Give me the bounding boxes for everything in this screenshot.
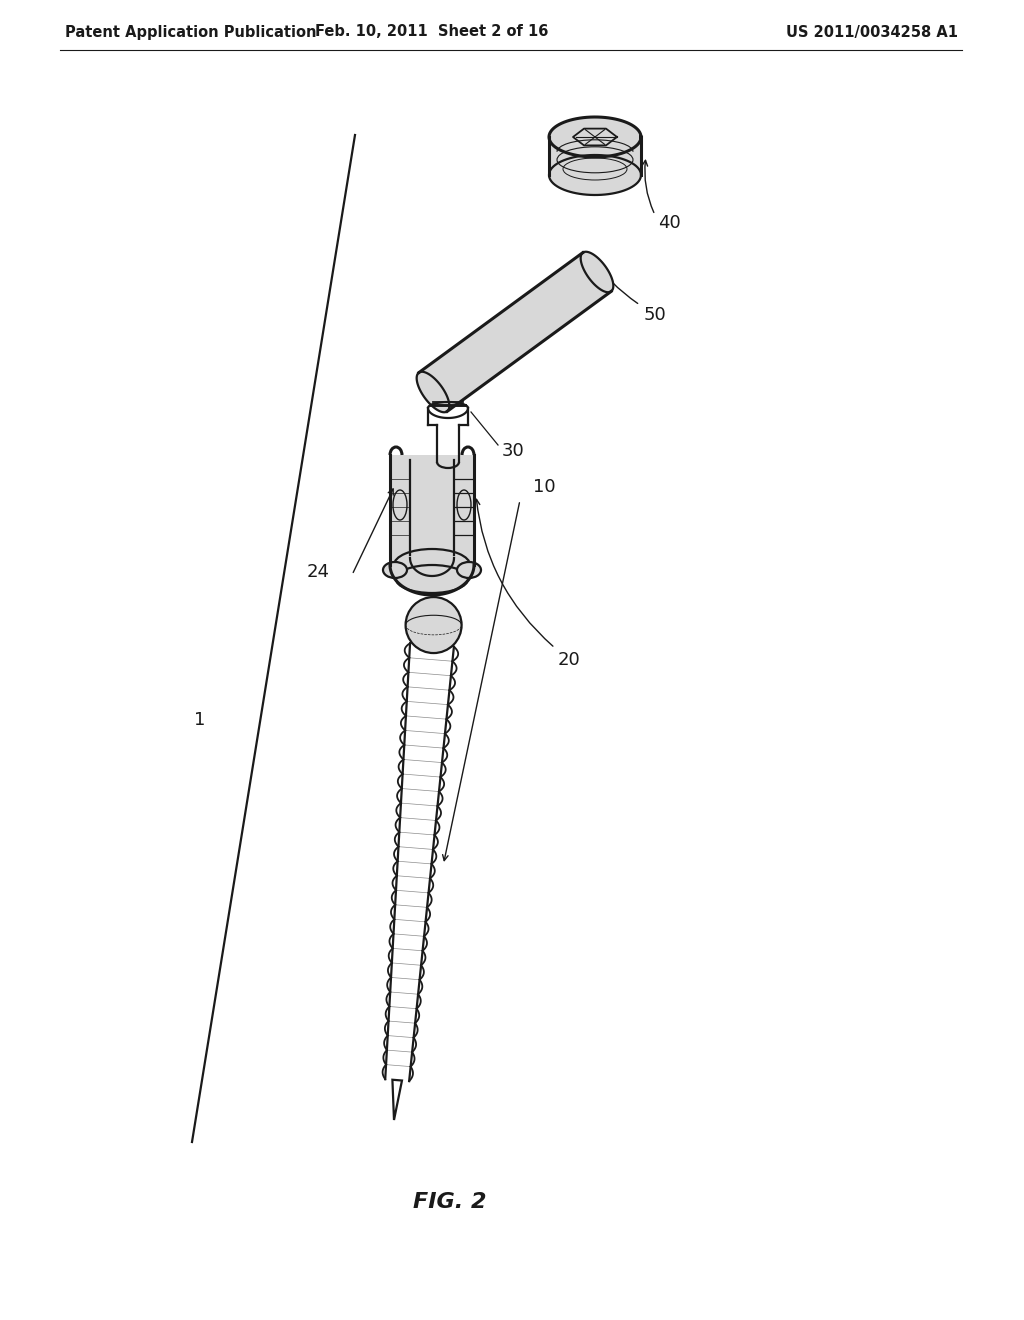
Polygon shape — [549, 117, 641, 176]
Ellipse shape — [394, 549, 470, 581]
Text: 24: 24 — [307, 564, 330, 581]
Text: Patent Application Publication: Patent Application Publication — [65, 25, 316, 40]
Polygon shape — [581, 252, 613, 292]
Polygon shape — [417, 372, 450, 412]
Ellipse shape — [396, 565, 468, 593]
Text: US 2011/0034258 A1: US 2011/0034258 A1 — [786, 25, 958, 40]
Text: FIG. 2: FIG. 2 — [414, 1192, 486, 1212]
Text: 50: 50 — [644, 306, 667, 323]
Text: 40: 40 — [658, 214, 681, 232]
Polygon shape — [419, 252, 611, 412]
Text: 1: 1 — [195, 711, 206, 729]
Ellipse shape — [406, 597, 462, 653]
Text: 20: 20 — [558, 651, 581, 669]
Ellipse shape — [383, 562, 407, 578]
Text: Feb. 10, 2011  Sheet 2 of 16: Feb. 10, 2011 Sheet 2 of 16 — [315, 25, 549, 40]
Polygon shape — [392, 1080, 402, 1119]
Ellipse shape — [457, 562, 481, 578]
Polygon shape — [549, 137, 641, 195]
Text: 30: 30 — [502, 442, 524, 459]
Polygon shape — [390, 455, 474, 595]
Text: 10: 10 — [534, 478, 556, 496]
